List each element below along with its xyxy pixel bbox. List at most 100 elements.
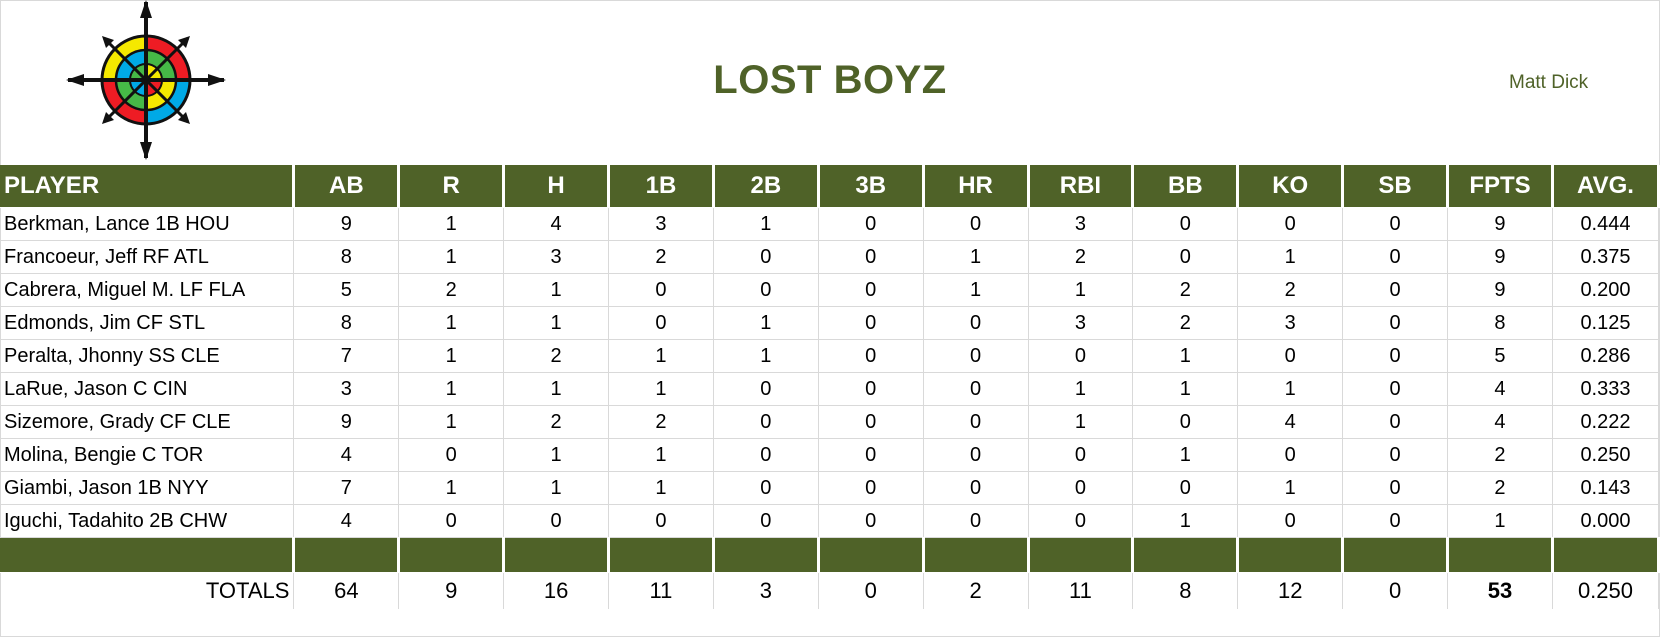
cell-fpts: 1: [1447, 504, 1553, 538]
cell-1b: 2: [608, 405, 714, 439]
cell-sb: 0: [1342, 438, 1449, 472]
cell-h: 1: [503, 471, 609, 505]
col-header-fpts: FPTS: [1447, 165, 1554, 208]
cell-hr: 0: [923, 471, 1029, 505]
table-row: Cabrera, Miguel M. LF FLA 5 2 1 0 0 0 1 1 2 2 0 9 0.2…: [0, 273, 1660, 307]
cell-2b: 0: [713, 438, 819, 472]
cell-fpts: 9: [1447, 240, 1553, 274]
cell-player: Francoeur, Jeff RF ATL: [0, 240, 295, 274]
cell-avg: 0.200: [1552, 273, 1660, 307]
totals-bb: 8: [1132, 572, 1239, 609]
cell-3b: 0: [818, 273, 924, 307]
cell-avg: 0.125: [1552, 306, 1660, 340]
totals-ab: 64: [293, 572, 400, 609]
cell-ko: 1: [1237, 372, 1344, 406]
cell-3b: 0: [818, 471, 924, 505]
cell-ab: 9: [293, 405, 400, 439]
cell-hr: 0: [923, 207, 1029, 241]
col-header-hr: HR: [923, 165, 1030, 208]
cell-bb: 0: [1132, 240, 1239, 274]
player-rows: Berkman, Lance 1B HOU 9 1 4 3 1 0 0 3 0 0 0 9 0.444 Fr…: [0, 207, 1660, 538]
stats-table: PLAYER AB R H 1B 2B 3B HR RBI BB KO SB F…: [0, 165, 1660, 609]
cell-3b: 0: [818, 405, 924, 439]
cell-ko: 0: [1237, 339, 1344, 373]
cell-h: 1: [503, 306, 609, 340]
cell-ab: 8: [293, 240, 400, 274]
cell-2b: 0: [713, 405, 819, 439]
table-row: Giambi, Jason 1B NYY 7 1 1 1 0 0 0 0 0 1 0 2 0.143: [0, 471, 1660, 505]
totals-r: 9: [398, 572, 505, 609]
cell-1b: 2: [608, 240, 714, 274]
compass-rose-icon: [66, 0, 226, 160]
totals-row: TOTALS 64 9 16 11 3 0 2 11 8 12 0 53 0.2…: [0, 572, 1660, 609]
col-header-rbi: RBI: [1028, 165, 1135, 208]
cell-2b: 1: [713, 339, 819, 373]
cell-sb: 0: [1342, 372, 1449, 406]
cell-ko: 0: [1237, 504, 1344, 538]
cell-fpts: 5: [1447, 339, 1553, 373]
cell-player: Sizemore, Grady CF CLE: [0, 405, 295, 439]
cell-hr: 1: [923, 240, 1029, 274]
cell-1b: 0: [608, 306, 714, 340]
cell-player: LaRue, Jason C CIN: [0, 372, 295, 406]
cell-bb: 1: [1132, 438, 1239, 472]
cell-player: Berkman, Lance 1B HOU: [0, 207, 295, 241]
cell-r: 1: [398, 240, 505, 274]
totals-sb: 0: [1342, 572, 1449, 609]
cell-r: 1: [398, 339, 505, 373]
cell-r: 2: [398, 273, 505, 307]
cell-3b: 0: [818, 372, 924, 406]
cell-sb: 0: [1342, 471, 1449, 505]
cell-h: 2: [503, 339, 609, 373]
cell-bb: 2: [1132, 273, 1239, 307]
cell-hr: 0: [923, 339, 1029, 373]
cell-r: 1: [398, 306, 505, 340]
table-row: Edmonds, Jim CF STL 8 1 1 0 1 0 0 3 2 3 0 8 0.125: [0, 306, 1660, 340]
cell-ab: 4: [293, 504, 400, 538]
totals-avg: 0.250: [1552, 572, 1660, 609]
cell-ab: 4: [293, 438, 400, 472]
cell-2b: 0: [713, 471, 819, 505]
cell-rbi: 0: [1028, 504, 1134, 538]
cell-bb: 0: [1132, 405, 1239, 439]
cell-h: 4: [503, 207, 609, 241]
cell-1b: 0: [608, 273, 714, 307]
table-row: Peralta, Jhonny SS CLE 7 1 2 1 1 0 0 0 1 0 0 5 0.286: [0, 339, 1660, 373]
cell-sb: 0: [1342, 207, 1449, 241]
cell-hr: 0: [923, 306, 1029, 340]
cell-3b: 0: [818, 207, 924, 241]
cell-1b: 1: [608, 438, 714, 472]
cell-ko: 1: [1237, 471, 1344, 505]
cell-ab: 9: [293, 207, 400, 241]
cell-3b: 0: [818, 504, 924, 538]
col-header-2b: 2B: [713, 165, 820, 208]
col-header-3b: 3B: [818, 165, 925, 208]
spacer-bar: [0, 537, 1660, 573]
cell-r: 1: [398, 471, 505, 505]
totals-label: TOTALS: [0, 572, 295, 609]
cell-ab: 3: [293, 372, 400, 406]
cell-player: Giambi, Jason 1B NYY: [0, 471, 295, 505]
cell-h: 3: [503, 240, 609, 274]
cell-sb: 0: [1342, 306, 1449, 340]
cell-3b: 0: [818, 240, 924, 274]
cell-bb: 0: [1132, 207, 1239, 241]
cell-h: 0: [503, 504, 609, 538]
cell-2b: 0: [713, 372, 819, 406]
cell-3b: 0: [818, 339, 924, 373]
col-header-sb: SB: [1342, 165, 1450, 208]
cell-1b: 1: [608, 372, 714, 406]
cell-player: Molina, Bengie C TOR: [0, 438, 295, 472]
cell-avg: 0.000: [1552, 504, 1660, 538]
cell-3b: 0: [818, 306, 924, 340]
cell-avg: 0.286: [1552, 339, 1660, 373]
cell-r: 0: [398, 438, 505, 472]
cell-ab: 8: [293, 306, 400, 340]
cell-sb: 0: [1342, 339, 1449, 373]
cell-1b: 1: [608, 471, 714, 505]
cell-h: 1: [503, 273, 609, 307]
table-row: LaRue, Jason C CIN 3 1 1 1 0 0 0 1 1 1 0 4 0.333: [0, 372, 1660, 406]
cell-2b: 0: [713, 273, 819, 307]
cell-rbi: 3: [1028, 207, 1134, 241]
totals-1b: 11: [608, 572, 714, 609]
